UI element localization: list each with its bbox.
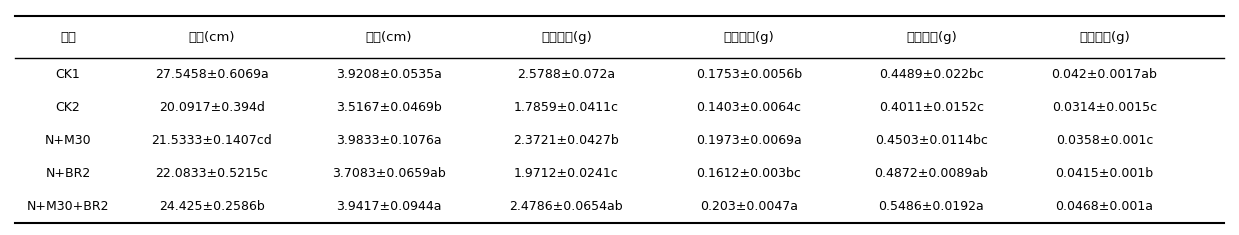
Text: 0.0415±0.001b: 0.0415±0.001b bbox=[1056, 167, 1154, 180]
Text: 0.0358±0.001c: 0.0358±0.001c bbox=[1056, 134, 1154, 147]
Text: 0.4872±0.0089ab: 0.4872±0.0089ab bbox=[875, 167, 989, 180]
Text: 地下鲜重(g): 地下鲜重(g) bbox=[906, 31, 957, 44]
Text: 0.1403±0.0064c: 0.1403±0.0064c bbox=[696, 101, 802, 114]
Text: 2.4786±0.0654ab: 2.4786±0.0654ab bbox=[509, 200, 623, 213]
Text: 1.7859±0.0411c: 1.7859±0.0411c bbox=[514, 101, 618, 114]
Text: 地下干重(g): 地下干重(g) bbox=[1079, 31, 1130, 44]
Text: 株高(cm): 株高(cm) bbox=[366, 31, 411, 44]
Text: 21.5333±0.1407cd: 21.5333±0.1407cd bbox=[151, 134, 273, 147]
Text: 24.425±0.2586b: 24.425±0.2586b bbox=[159, 200, 265, 213]
Text: 1.9712±0.0241c: 1.9712±0.0241c bbox=[514, 167, 618, 180]
Text: 3.9208±0.0535a: 3.9208±0.0535a bbox=[336, 68, 441, 81]
Text: 2.5788±0.072a: 2.5788±0.072a bbox=[517, 68, 616, 81]
Text: 3.9417±0.0944a: 3.9417±0.0944a bbox=[336, 200, 441, 213]
Text: 0.0314±0.0015c: 0.0314±0.0015c bbox=[1052, 101, 1157, 114]
Text: 0.4489±0.022bc: 0.4489±0.022bc bbox=[878, 68, 984, 81]
Text: 20.0917±0.394d: 20.0917±0.394d bbox=[159, 101, 265, 114]
Text: 22.0833±0.5215c: 22.0833±0.5215c bbox=[156, 167, 269, 180]
Text: 地上干重(g): 地上干重(g) bbox=[724, 31, 774, 44]
Text: 2.3721±0.0427b: 2.3721±0.0427b bbox=[513, 134, 620, 147]
Text: CK2: CK2 bbox=[56, 101, 81, 114]
Text: 27.5458±0.6069a: 27.5458±0.6069a bbox=[155, 68, 269, 81]
Text: 3.7083±0.0659ab: 3.7083±0.0659ab bbox=[332, 167, 445, 180]
Text: 根长(cm): 根长(cm) bbox=[188, 31, 235, 44]
Text: N+M30+BR2: N+M30+BR2 bbox=[27, 200, 109, 213]
Text: 0.5486±0.0192a: 0.5486±0.0192a bbox=[878, 200, 984, 213]
Text: N+M30: N+M30 bbox=[45, 134, 92, 147]
Text: 0.1973±0.0069a: 0.1973±0.0069a bbox=[696, 134, 802, 147]
Text: 3.9833±0.1076a: 3.9833±0.1076a bbox=[336, 134, 441, 147]
Text: 0.1753±0.0056b: 0.1753±0.0056b bbox=[696, 68, 802, 81]
Text: 处理: 处理 bbox=[59, 31, 76, 44]
Text: 0.4011±0.0152c: 0.4011±0.0152c bbox=[878, 101, 984, 114]
Text: 0.042±0.0017ab: 0.042±0.0017ab bbox=[1052, 68, 1157, 81]
Text: 0.4503±0.0114bc: 0.4503±0.0114bc bbox=[875, 134, 987, 147]
Text: CK1: CK1 bbox=[56, 68, 81, 81]
Text: 0.1612±0.003bc: 0.1612±0.003bc bbox=[696, 167, 802, 180]
Text: 地上鲜重(g): 地上鲜重(g) bbox=[541, 31, 592, 44]
Text: N+BR2: N+BR2 bbox=[46, 167, 90, 180]
Text: 0.0468±0.001a: 0.0468±0.001a bbox=[1056, 200, 1154, 213]
Text: 0.203±0.0047a: 0.203±0.0047a bbox=[700, 200, 798, 213]
Text: 3.5167±0.0469b: 3.5167±0.0469b bbox=[336, 101, 441, 114]
